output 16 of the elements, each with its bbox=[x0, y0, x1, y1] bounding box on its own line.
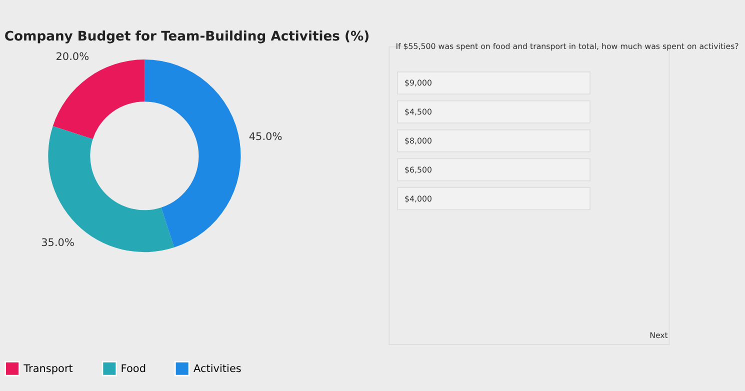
text: Next bbox=[650, 331, 668, 340]
legend-label: Food bbox=[120, 363, 146, 376]
text: $6,500 bbox=[404, 165, 432, 174]
text: $9,000 bbox=[404, 78, 432, 88]
text: If $55,500 was spent on food and transport in total, how much was spent on activities? bbox=[396, 42, 739, 52]
legend-label: Transport bbox=[22, 363, 73, 376]
data-label: 20.0% bbox=[56, 51, 90, 64]
text: $4,000 bbox=[404, 194, 432, 204]
data-label: 35.0% bbox=[41, 237, 74, 250]
chart-title: Company Budget for Team-Building Activities (%) bbox=[4, 29, 370, 44]
donut-slice bbox=[144, 60, 241, 248]
data-label: 45.0% bbox=[248, 131, 282, 144]
text: $8,000 bbox=[404, 136, 432, 146]
text: $4,500 bbox=[404, 108, 432, 117]
donut-slice bbox=[52, 60, 144, 140]
legend-label: Activities bbox=[193, 363, 242, 376]
